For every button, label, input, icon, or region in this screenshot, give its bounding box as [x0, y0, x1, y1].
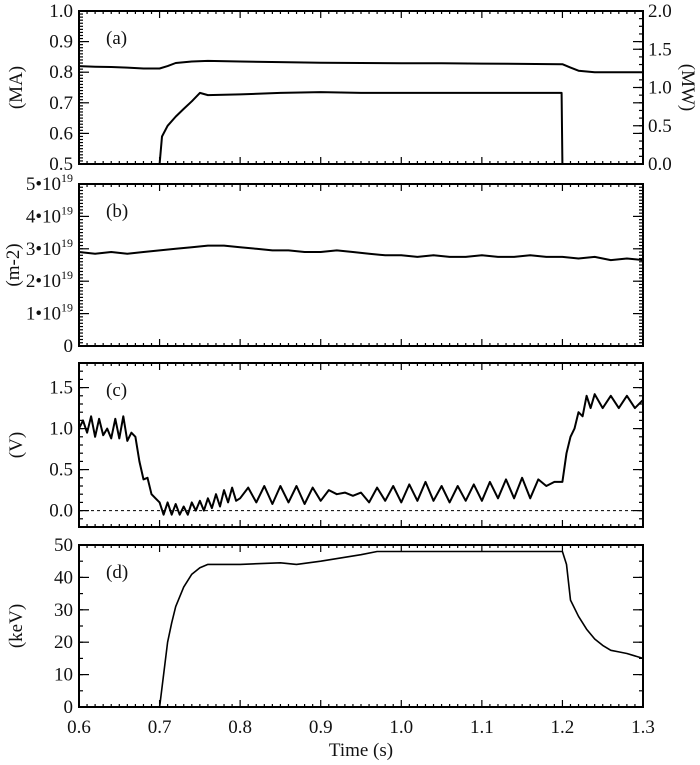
y-tick-label: 0.7	[49, 93, 73, 114]
exponent: 19	[61, 301, 73, 315]
panel-d: 0 10 20 30 40 50 (keV) (d) 0.6 0.7 0.8 0.9 1.0 1.1 1.2…	[6, 535, 655, 761]
exponent: 19	[61, 171, 73, 185]
series-line	[79, 550, 644, 708]
plot-frame	[78, 544, 644, 708]
y-axis-title: (V)	[6, 432, 27, 458]
y-tick-label: 0.6	[49, 123, 73, 144]
y-axis-title: (keV)	[6, 604, 27, 648]
y-tick-label: 5•1019	[26, 171, 73, 195]
panel-label: (b)	[106, 201, 128, 222]
y-tick-label: 10	[54, 665, 73, 686]
plot-frame	[78, 183, 644, 347]
y-tick-label: 0.8	[49, 62, 73, 83]
y-tick-label: 50	[54, 535, 73, 556]
y-tick-label: 0	[64, 697, 74, 718]
panel-c: 0.0 0.5 1.0 1.5 (V) (c)	[6, 362, 644, 528]
y-tick-label: 0.5	[49, 460, 73, 481]
panel-label: (c)	[106, 380, 127, 401]
panel-b: 0 1•1019 2•1019 3•1019 4•1019 5•1019 (m-2) (b)	[3, 171, 644, 357]
y-right-tick-label: 2.0	[648, 1, 672, 22]
y-axis-title: (MA)	[6, 66, 27, 109]
x-tick-label: 1.2	[551, 717, 575, 738]
y-tick-label: 4•1019	[26, 203, 73, 227]
x-axis-title: Time (s)	[329, 740, 393, 761]
y-tick-label: 3•1019	[26, 236, 73, 260]
y-tick-label: 0	[64, 336, 74, 357]
exponent: 19	[61, 203, 73, 217]
x-tick-label: 0.6	[67, 717, 91, 738]
y-tick-label: 40	[54, 567, 73, 588]
panel-label: (d)	[106, 562, 128, 583]
y-tick-label: 1•1019	[26, 301, 73, 325]
x-tick-label: 0.8	[228, 717, 252, 738]
exponent: 19	[61, 236, 73, 250]
y-right-tick-label: 1.0	[648, 78, 672, 99]
x-tick-label: 1.1	[470, 717, 494, 738]
y-tick-label: 20	[54, 632, 73, 653]
series-line	[78, 59, 643, 74]
exponent: 19	[61, 268, 73, 282]
plot-frame	[78, 10, 644, 165]
x-tick-label: 1.3	[631, 717, 655, 738]
y-tick-label: 2•1019	[26, 268, 73, 292]
y-tick-label: 1.5	[49, 378, 73, 399]
x-tick-label: 1.0	[389, 717, 413, 738]
y-tick-label: 30	[54, 600, 73, 621]
y-tick-label: 0.0	[49, 501, 73, 522]
series-line	[78, 244, 644, 262]
panel-label: (a)	[106, 28, 127, 49]
y-tick-label: 0.5	[49, 154, 73, 175]
series-line	[79, 91, 643, 165]
y-tick-label: 0.9	[49, 32, 73, 53]
series-line	[78, 393, 644, 516]
y-right-axis-title: (MW)	[677, 64, 698, 111]
y-tick-label: 1.0	[49, 1, 73, 22]
plot-frame	[78, 362, 644, 528]
y-right-tick-label: 0.5	[648, 116, 672, 137]
y-axis-title: (m-2)	[3, 243, 24, 286]
y-right-tick-label: 0.0	[648, 154, 672, 175]
y-right-tick-label: 1.5	[648, 39, 672, 60]
panel-a: 0.5 0.6 0.7 0.8 0.9 1.0 0.0 0.5 1.0 1.5 2.0 (MW) (MA…	[6, 1, 698, 175]
y-tick-label: 1.0	[49, 419, 73, 440]
x-tick-label: 0.9	[309, 717, 333, 738]
x-tick-label: 0.7	[148, 717, 172, 738]
